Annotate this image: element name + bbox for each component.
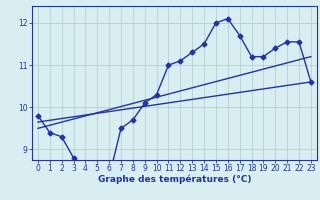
X-axis label: Graphe des températures (°C): Graphe des températures (°C): [98, 175, 251, 184]
